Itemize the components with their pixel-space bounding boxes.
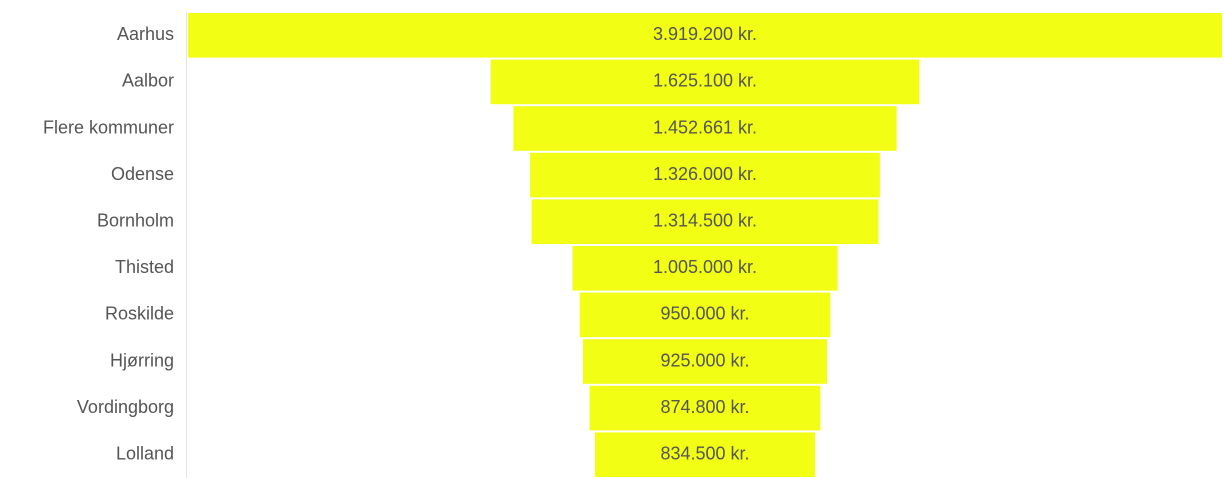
category-label: Aarhus: [117, 24, 174, 44]
category-label: Thisted: [115, 257, 174, 277]
category-label: Hjørring: [110, 350, 174, 370]
value-label: 834.500 kr.: [660, 443, 749, 463]
funnel-bar: [582, 339, 828, 384]
funnel-bar: [594, 432, 816, 477]
funnel-bar: [490, 59, 920, 105]
funnel-bar: [572, 246, 838, 291]
value-label: 1.005.000 kr.: [653, 257, 757, 277]
category-label: Odense: [111, 164, 174, 184]
funnel-bar: [530, 152, 880, 198]
category-label: Aalbor: [122, 71, 174, 91]
value-label: 874.800 kr.: [660, 397, 749, 417]
funnel-bar: [589, 385, 821, 431]
funnel-bar: [579, 292, 831, 338]
funnel-bar: [531, 199, 879, 244]
value-label: 1.452.661 kr.: [653, 117, 757, 137]
value-label: 950.000 kr.: [660, 304, 749, 324]
funnel-bar: [513, 106, 897, 151]
value-label: 1.326.000 kr.: [653, 164, 757, 184]
category-label: Flere kommuner: [43, 117, 174, 137]
value-label: 1.625.100 kr.: [653, 71, 757, 91]
value-label: 3.919.200 kr.: [653, 24, 757, 44]
category-label: Bornholm: [97, 210, 174, 230]
value-label: 925.000 kr.: [660, 350, 749, 370]
category-label: Roskilde: [105, 304, 174, 324]
category-label: Vordingborg: [77, 397, 174, 417]
value-label: 1.314.500 kr.: [653, 210, 757, 230]
category-label: Lolland: [116, 443, 174, 463]
funnel-bar: [188, 13, 1222, 58]
